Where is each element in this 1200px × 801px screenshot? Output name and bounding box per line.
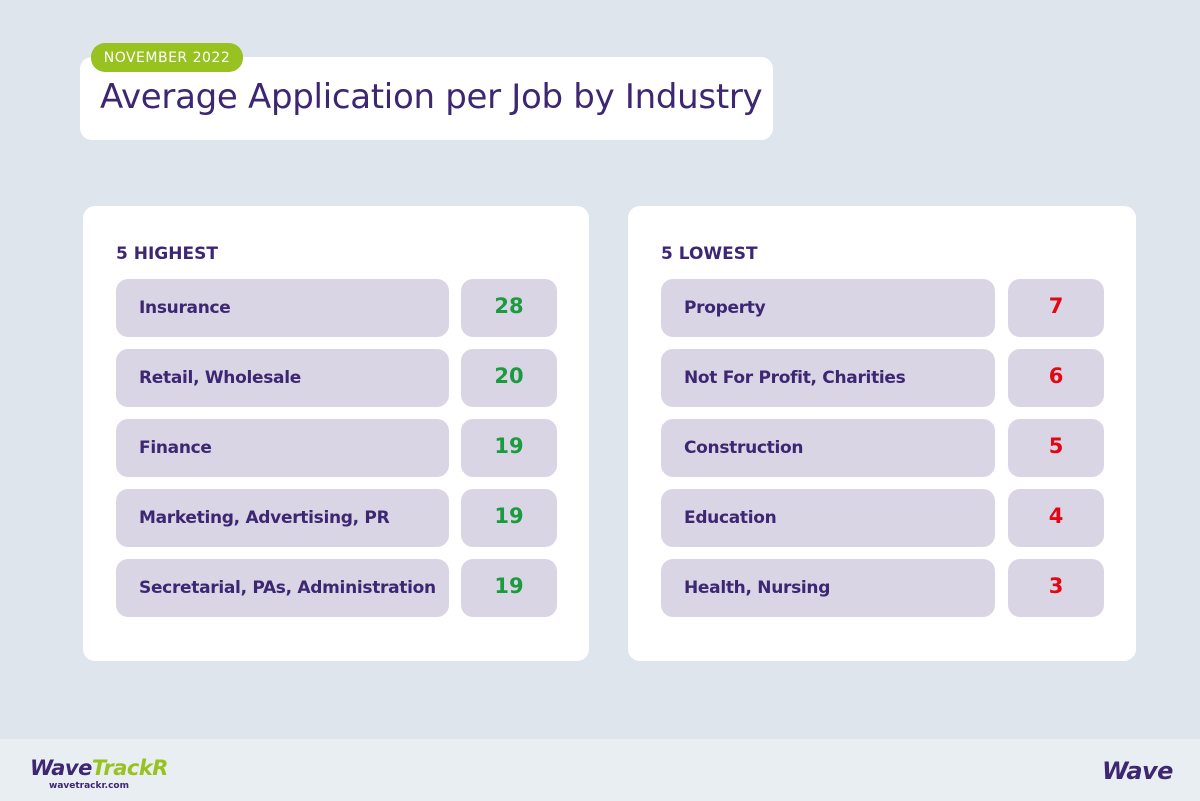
industry-label: Education	[661, 489, 995, 547]
lowest-heading: 5 LOWEST	[661, 244, 758, 264]
application-count: 7	[1008, 279, 1104, 337]
application-count: 19	[461, 489, 557, 547]
industry-label: Property	[661, 279, 995, 337]
industry-label: Not For Profit, Charities	[661, 349, 995, 407]
industry-label: Insurance	[116, 279, 449, 337]
footer: WaveTrackR wavetrackr.com Wave	[0, 739, 1200, 801]
industry-label: Finance	[116, 419, 449, 477]
date-badge: NOVEMBER 2022	[91, 43, 243, 72]
industry-label: Secretarial, PAs, Administration	[116, 559, 449, 617]
application-count: 20	[461, 349, 557, 407]
highest-panel: 5 HIGHEST Insurance 28 Retail, Wholesale 20…	[83, 206, 589, 661]
lowest-panel: 5 LOWEST Property 7 Not For Profit, Charit…	[628, 206, 1136, 661]
application-count: 19	[461, 559, 557, 617]
wavetrackr-logo: WaveTrackR	[30, 756, 168, 780]
application-count: 3	[1008, 559, 1104, 617]
page-title: Average Application per Job by Industry	[100, 77, 763, 117]
wave-logo: Wave	[1102, 757, 1173, 785]
application-count: 5	[1008, 419, 1104, 477]
application-count: 4	[1008, 489, 1104, 547]
highest-heading: 5 HIGHEST	[116, 244, 218, 264]
title-card: Average Application per Job by Industry	[80, 57, 773, 140]
application-count: 28	[461, 279, 557, 337]
website-url: wavetrackr.com	[49, 781, 129, 791]
industry-label: Construction	[661, 419, 995, 477]
industry-label: Marketing, Advertising, PR	[116, 489, 449, 547]
application-count: 6	[1008, 349, 1104, 407]
industry-label: Retail, Wholesale	[116, 349, 449, 407]
application-count: 19	[461, 419, 557, 477]
industry-label: Health, Nursing	[661, 559, 995, 617]
